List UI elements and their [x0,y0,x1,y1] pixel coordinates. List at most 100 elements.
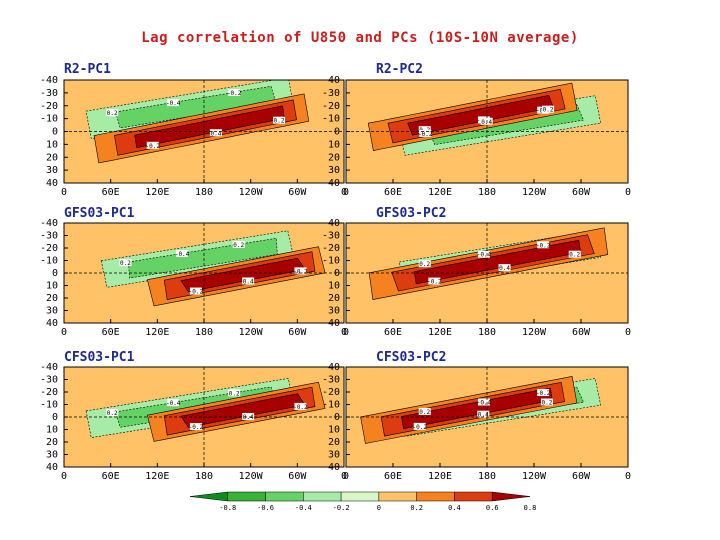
y-tick-label: -30 [322,375,340,386]
x-tick-label: 60E [102,327,120,338]
contour-label: 0.2 [107,110,118,117]
contour-label: -0.2 [412,424,427,431]
y-tick-label: 0 [334,127,340,138]
y-tick-label: 0 [334,268,340,279]
x-tick-label: 0 [343,187,349,198]
y-tick-label: 10 [328,425,340,436]
y-tick-label: 30 [328,450,340,461]
contour-label: 0.4 [499,265,510,272]
contour-label-bg [106,409,119,416]
contour-label-bg [189,287,202,295]
colorbar-swatch [265,491,304,502]
panel-title-cfs03-pc1: CFS03-PC1 [64,350,135,365]
x-tick-label: 0 [341,187,347,198]
y-tick-label: -10 [322,114,340,125]
contour-label-bg [477,398,490,406]
colorbar-tick-label: -0.4 [295,504,312,512]
y-tick-label: 10 [46,139,58,150]
colorbar-swatch [189,491,229,502]
contour-label-bg [294,402,307,410]
y-tick-label: -20 [40,101,58,112]
y-tick-label: 20 [328,152,340,163]
y-tick-label: -40 [322,218,340,229]
y-tick-label: 30 [46,306,58,317]
y-tick-label: -30 [322,88,340,99]
y-tick-label: -30 [40,375,58,386]
x-tick-label: 120E [428,327,452,338]
y-tick-label: 20 [46,152,58,163]
y-tick-label: 20 [328,293,340,304]
contour-label-bg [477,410,490,418]
panel-gfs03-pc1: 0.2-0.2-0.40.40.2-0.2-40-30-20-100102030… [40,218,347,338]
contour-label: 0.2 [542,400,553,407]
contour-label: 0.2 [233,242,244,249]
contour-label-bg [167,399,180,407]
contour-label: -0.2 [536,242,551,249]
contour-label: 0.2 [107,410,118,417]
x-tick-label: 120W [239,187,264,198]
y-tick-label: -20 [322,243,340,254]
x-tick-label: 0 [341,327,347,338]
y-tick-label: 40 [328,178,340,189]
contour-label: -0.4 [477,399,492,406]
x-tick-label: 0 [61,187,67,198]
y-tick-label: 10 [46,425,58,436]
contour-label: -0.4 [166,100,181,107]
contour-label: 0.2 [569,252,580,259]
y-tick-label: -30 [40,231,58,242]
contour-label-bg [540,398,553,406]
x-tick-label: 180 [195,327,213,338]
panel-title-gfs03-pc2: GFS03-PC2 [376,206,447,221]
y-tick-label: -10 [322,256,340,267]
x-tick-label: 120W [239,327,264,338]
contour-label: -0.2 [293,268,308,275]
contour-label: -0.4 [166,400,181,407]
y-tick-label: -10 [40,114,58,125]
colorbar: -0.8 -0.6 -0.4 -0.2 0 0.2 0.4 0.6 0.8 [189,491,536,512]
x-tick-label: 120W [522,471,547,482]
contour-label-bg [228,89,241,97]
colorbar-swatch [378,491,417,502]
y-tick-label: 10 [328,139,340,150]
x-tick-label: 120W [522,187,547,198]
contour-label-bg [146,141,159,149]
contour-label: -0.2 [146,143,161,150]
x-tick-label: 0 [625,327,631,338]
y-tick-label: 30 [46,165,58,176]
colorbar-swatch [416,491,455,502]
x-tick-label: 0 [625,187,631,198]
y-tick-label: 30 [328,306,340,317]
y-tick-label: -40 [40,75,58,86]
y-tick-label: -20 [322,387,340,398]
y-tick-label: -40 [322,362,340,373]
contour-label: 0.4 [243,414,254,421]
contour-label-bg [228,389,241,397]
x-tick-label: 60W [572,327,591,338]
panel-title-gfs03-pc1: GFS03-PC1 [64,206,135,221]
contour-label: 0.2 [419,261,430,268]
colorbar-tick-label: -0.8 [219,504,236,512]
contour-label-bg [537,389,550,397]
contour-label-bg [419,129,432,137]
contour-label: 0.2 [120,260,131,267]
y-tick-label: -30 [40,88,58,99]
y-tick-label: -20 [322,101,340,112]
x-tick-label: 60W [288,327,307,338]
contour-label-bg [418,126,431,134]
y-tick-label: 30 [46,450,58,461]
contour-label: -0.2 [227,90,242,97]
x-tick-label: 120E [428,471,452,482]
contour-label-bg [209,129,222,137]
x-tick-label: 0 [61,327,67,338]
contour-label-bg [106,109,119,117]
panel-gfs03-pc2: 0.2-0.2-0.40.4-0.20.2-40-30-20-100102030… [322,218,631,338]
x-tick-label: 120W [522,327,547,338]
panel-title-cfs03-pc2: CFS03-PC2 [376,350,447,365]
colorbar-tick-label: 0 [377,504,381,512]
contour-label-bg [498,264,511,272]
y-tick-label: -20 [40,387,58,398]
colorbar-swatch [303,491,342,502]
x-tick-label: 60E [102,187,120,198]
contour-label-bg [242,277,255,285]
